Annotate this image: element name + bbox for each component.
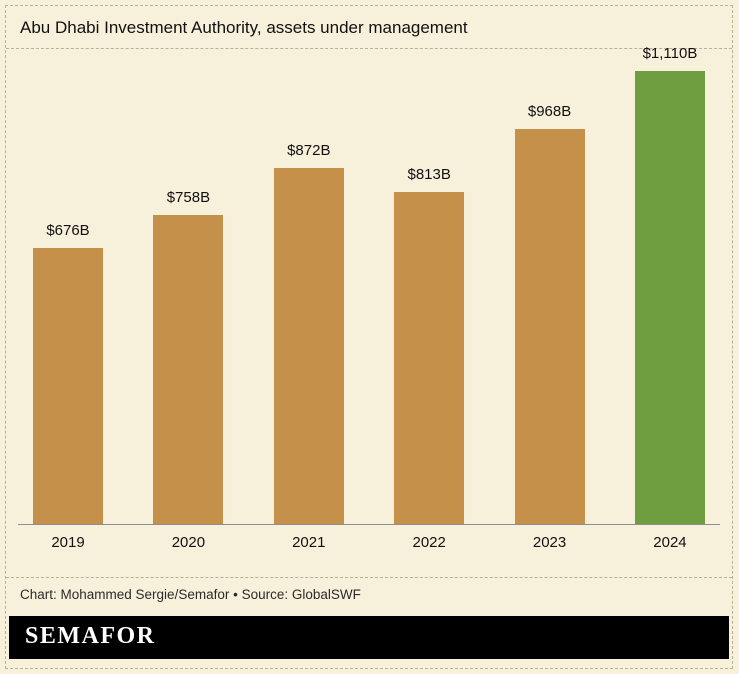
bar [273,168,344,524]
bar-value-label: $872B [287,142,331,159]
bar [153,215,224,524]
bar-value-label: $1,110B [642,45,698,62]
x-axis-labels: 2019 2020 2021 2022 2023 2024 [18,525,720,551]
bar [514,129,585,524]
bar-value-label: $758B [166,189,211,206]
bar-column: $968B [500,103,600,524]
bar [394,192,465,524]
bar-value-label: $676B [46,222,90,239]
spacer [6,551,732,577]
source-credit: Chart: Mohammed Sergie/Semafor • Source:… [6,577,732,614]
bar-column: $758B [138,189,238,524]
bar-column: $676B [18,222,118,524]
x-axis-label: 2021 [292,534,326,551]
x-axis-label: 2020 [171,534,206,551]
bar-column: $872B [259,142,359,524]
bar-value-label: $813B [407,166,451,183]
chart-title: Abu Dhabi Investment Authority, assets u… [6,6,732,49]
x-axis-label: 2024 [653,534,687,551]
plot-area: $676B $758B $872B $813B $968B $1,110B [18,45,720,525]
bar-chart: $676B $758B $872B $813B $968B $1,110B 2019 202… [6,45,732,551]
bar-value-label: $968B [527,103,572,120]
bar [634,71,705,524]
bar-column: $1,110B [620,45,720,524]
x-axis-label: 2019 [51,534,85,551]
x-axis-label: 2023 [532,534,567,551]
x-axis-label: 2022 [412,534,446,551]
semafor-logo: SEMAFOR [9,616,729,659]
bar-column: $813B [379,166,479,524]
page-frame: Abu Dhabi Investment Authority, assets u… [5,5,733,669]
bar [33,248,103,524]
